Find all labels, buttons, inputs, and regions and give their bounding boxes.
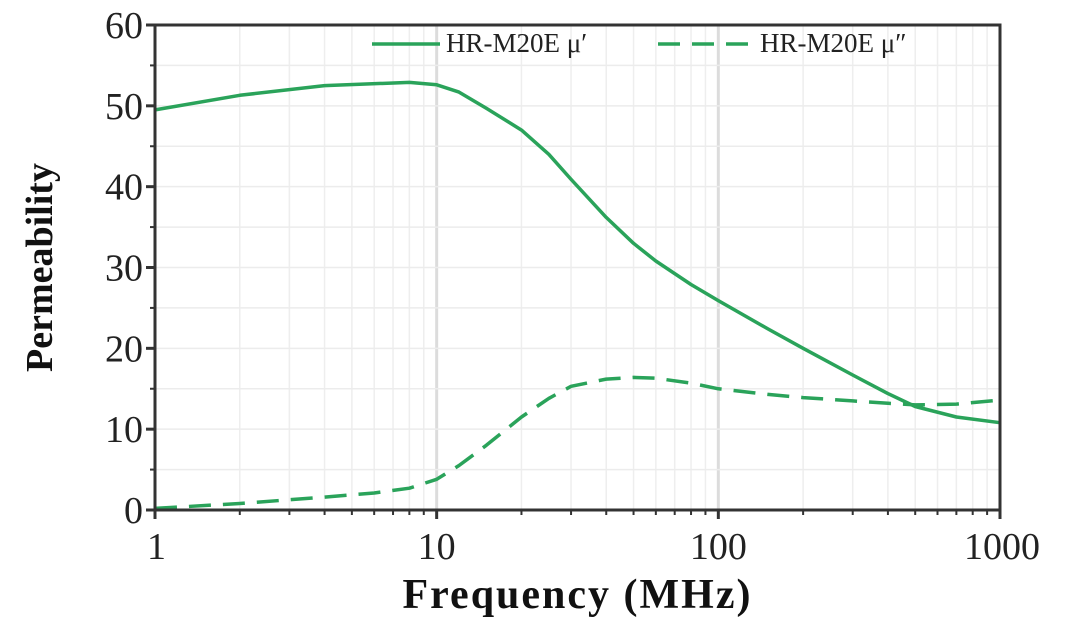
series-line-1 — [154, 375, 1001, 511]
x-tick-label: 1000 — [964, 526, 1040, 568]
axis-ticks: 1 10 100 1000 0 10 20 30 40 50 60 — [105, 5, 1040, 568]
y-tick-label: 50 — [105, 86, 143, 128]
x-tick-label: 1 — [147, 526, 166, 568]
y-tick-label: 0 — [124, 490, 143, 532]
legend: HR-M20E μ′ HR-M20E μ″ — [372, 28, 906, 58]
x-tick-label: 10 — [418, 526, 456, 568]
grid — [155, 25, 1000, 510]
series-layer — [154, 80, 1001, 511]
x-axis-title: Frequency (MHz) — [403, 572, 753, 618]
series-line-0 — [154, 80, 1001, 425]
legend-label-mu-double-prime: HR-M20E μ″ — [760, 28, 906, 58]
legend-label-mu-prime: HR-M20E μ′ — [446, 28, 587, 58]
y-tick-label: 60 — [105, 5, 143, 47]
y-axis-title: Permeability — [19, 163, 61, 372]
y-tick-label: 10 — [105, 409, 143, 451]
y-tick-label: 40 — [105, 167, 143, 209]
y-tick-label: 30 — [105, 248, 143, 290]
x-tick-label: 100 — [690, 526, 747, 568]
y-tick-label: 20 — [105, 328, 143, 370]
